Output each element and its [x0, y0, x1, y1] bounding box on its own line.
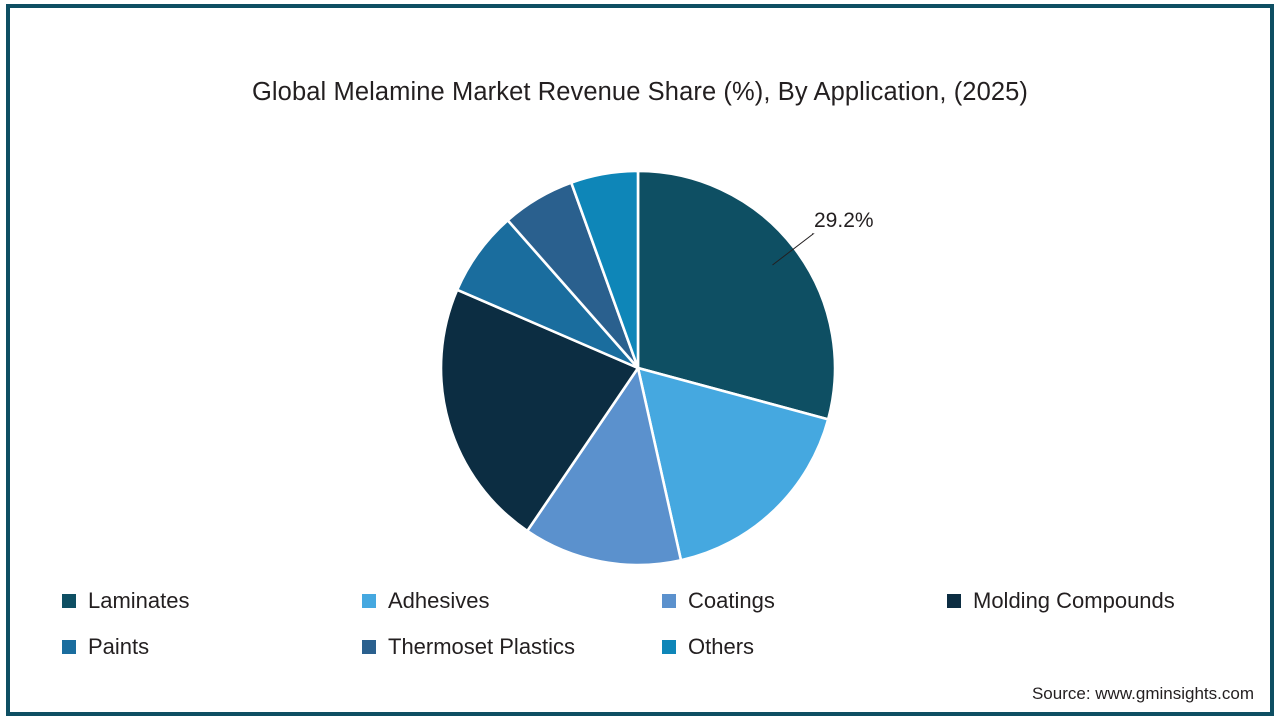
legend-row: Laminates Adhesives Coatings Molding Com… — [62, 578, 1252, 624]
pie-slice[interactable] — [525, 366, 683, 567]
pie-slice[interactable] — [439, 288, 640, 533]
legend-label: Laminates — [88, 588, 190, 613]
legend-swatch-icon — [62, 640, 76, 654]
legend-label: Molding Compounds — [973, 588, 1175, 613]
legend-swatch-icon — [362, 640, 376, 654]
legend-label: Thermoset Plastics — [388, 634, 576, 659]
callout-leader-line — [772, 233, 815, 266]
legend-item-paints[interactable]: Paints — [62, 636, 362, 658]
pie-slices — [439, 169, 837, 567]
legend-swatch-icon — [947, 594, 961, 608]
legend-item-others[interactable]: Others — [662, 636, 947, 658]
legend-label: Adhesives — [388, 588, 490, 613]
legend-row: Paints Thermoset Plastics Others — [62, 624, 1252, 670]
legend-swatch-icon — [662, 594, 676, 608]
legend-item-thermoset-plastics[interactable]: Thermoset Plastics — [362, 636, 662, 658]
legend-item-adhesives[interactable]: Adhesives — [362, 590, 662, 612]
legend-label: Coatings — [688, 588, 775, 613]
leader-line — [772, 233, 815, 266]
legend-swatch-icon — [662, 640, 676, 654]
legend-item-coatings[interactable]: Coatings — [662, 590, 947, 612]
legend-label: Paints — [88, 634, 150, 659]
pie-slice[interactable] — [636, 366, 830, 562]
legend-item-molding-compounds[interactable]: Molding Compounds — [947, 590, 1247, 612]
legend-swatch-icon — [62, 594, 76, 608]
page-title: Global Melamine Market Revenue Share (%)… — [251, 78, 1029, 106]
source-attribution: Source: www.gminsights.com — [1031, 684, 1254, 703]
legend-swatch-icon — [362, 594, 376, 608]
legend-label: Others — [688, 634, 755, 659]
legend-item-laminates[interactable]: Laminates — [62, 590, 362, 612]
slice-value-label: 29.2% — [814, 208, 874, 232]
legend: Laminates Adhesives Coatings Molding Com… — [62, 578, 1252, 670]
pie-slice[interactable] — [569, 169, 640, 370]
